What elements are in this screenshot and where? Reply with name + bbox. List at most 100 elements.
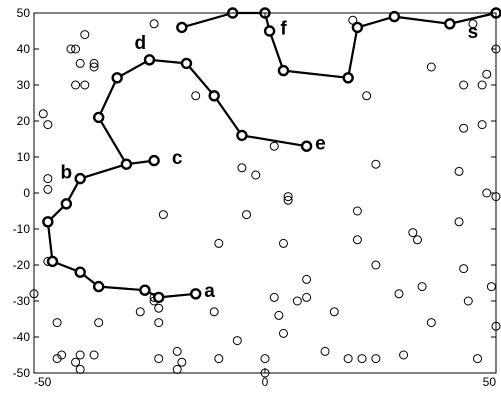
scatter-point: [343, 354, 353, 364]
path-marker: [263, 25, 276, 37]
scatter-points-layer: [29, 15, 501, 378]
annotation-a: a: [204, 281, 215, 302]
scatter-point: [399, 350, 409, 360]
path-marker: [208, 90, 220, 102]
scatter-point: [278, 238, 288, 248]
y-tick-label: -20: [13, 258, 31, 272]
scatter-point: [278, 328, 288, 338]
y-tick-label: 40: [17, 42, 31, 56]
scatter-point: [214, 354, 224, 364]
scatter-point: [362, 91, 372, 101]
scatter-point: [242, 210, 252, 220]
y-tick-label: -40: [13, 330, 31, 344]
path-marker: [139, 284, 151, 296]
path-marker: [46, 255, 59, 268]
scatter-point: [251, 170, 261, 180]
path-marker: [74, 172, 86, 185]
path-marker: [60, 198, 73, 210]
path-marker: [74, 266, 86, 278]
scatter-point: [232, 336, 242, 346]
scatter-point: [371, 354, 381, 364]
scatter-point: [89, 62, 99, 72]
scatter-point: [394, 289, 404, 299]
path-marker: [236, 129, 248, 142]
scatter-point: [477, 120, 487, 130]
y-tick-label: 20: [17, 114, 31, 128]
scatter-point: [135, 307, 145, 317]
path-marker: [388, 10, 401, 23]
path-marker: [153, 291, 165, 304]
path-marker: [111, 72, 123, 84]
scatter-point: [43, 120, 53, 130]
scatter-point: [172, 346, 182, 356]
path-marker: [342, 72, 354, 84]
scatter-point: [177, 357, 187, 367]
y-tick-label: -30: [13, 294, 31, 308]
scatter-point: [172, 364, 182, 374]
scatter-point: [269, 141, 279, 151]
y-tick-label: 30: [17, 78, 31, 92]
scatter-point: [357, 354, 367, 364]
path-marker: [189, 288, 202, 300]
scatter-point: [75, 364, 85, 374]
annotation-c: c: [172, 148, 183, 169]
y-tick-label: 50: [17, 6, 31, 20]
path-marker: [120, 158, 133, 170]
scatter-point: [94, 318, 104, 328]
scatter-point: [408, 228, 418, 238]
path-marker: [176, 21, 188, 34]
scatter-point: [477, 80, 487, 90]
scatter-point: [454, 217, 464, 227]
scatter-point: [283, 195, 293, 205]
scatter-point: [89, 350, 99, 360]
annotation-layer: a b c d e f s: [61, 18, 479, 302]
scatter-point: [237, 163, 247, 173]
scatter-point: [154, 303, 164, 313]
scatter-point: [302, 292, 312, 302]
scatter-point: [454, 166, 464, 176]
path-markers-layer: [42, 7, 501, 304]
scatter-point: [71, 80, 81, 90]
scatter-point: [283, 192, 293, 202]
annotation-f: f: [280, 18, 287, 39]
scatter-point: [426, 318, 436, 328]
scatter-point: [71, 357, 81, 367]
scatter-point: [38, 109, 48, 119]
path-marker: [92, 280, 105, 293]
scatter-point: [473, 354, 483, 364]
scatter-point: [154, 318, 164, 328]
scatter-point: [412, 235, 422, 245]
scatter-point: [292, 296, 302, 306]
scatter-point: [158, 210, 168, 220]
scatter-point: [66, 44, 76, 54]
scatter-point: [468, 19, 478, 29]
path-marker: [277, 64, 290, 77]
x-tick-label: 0: [262, 375, 269, 389]
scatter-point: [302, 274, 312, 284]
path-marker: [148, 154, 160, 167]
path-marker: [92, 111, 105, 124]
annotation-e: e: [315, 134, 326, 155]
scatter-point: [89, 58, 99, 68]
y-tick-label: 0: [23, 186, 30, 200]
path-marker: [180, 57, 193, 70]
scatter-point: [43, 174, 53, 184]
y-tick-label: -10: [13, 222, 31, 236]
scatter-point: [214, 238, 224, 248]
scatter-point: [80, 80, 90, 90]
scatter-point: [149, 19, 159, 29]
scatter-point: [52, 318, 62, 328]
axes-box: [33, 12, 497, 374]
annotation-s: s: [468, 22, 479, 43]
scatter-point: [459, 80, 469, 90]
path-marker: [42, 216, 54, 228]
path-layer: [46, 11, 497, 299]
y-tick-label: -50: [13, 366, 31, 380]
annotation-b: b: [61, 162, 73, 183]
axes-layer: -50 -40 -30 -20 -10 0 10 20 30 40 50 -50 0 50: [13, 6, 497, 389]
scatter-point: [482, 69, 492, 79]
scatter-point: [463, 296, 473, 306]
scatter-point: [371, 159, 381, 169]
